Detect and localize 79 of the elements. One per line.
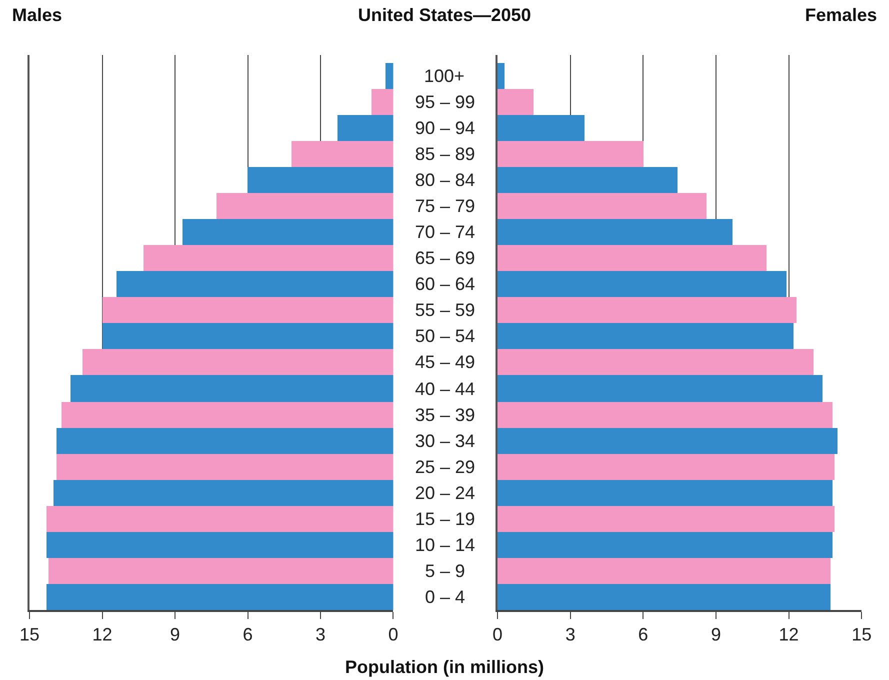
bar (498, 428, 838, 454)
bar (54, 480, 394, 506)
bar (46, 584, 394, 610)
bar (56, 428, 394, 454)
bar (216, 193, 394, 219)
y-tick-label: 80 – 84 (415, 170, 476, 190)
y-tick-label: 50 – 54 (415, 326, 476, 346)
y-tick-label: 35 – 39 (415, 405, 476, 425)
x-tick-label: 3 (315, 624, 326, 645)
bar (498, 219, 733, 245)
bar (338, 115, 394, 141)
bar (498, 193, 707, 219)
x-tick-label: 3 (565, 624, 576, 645)
y-tick-label: 20 – 24 (415, 483, 476, 503)
x-tick-label: 12 (778, 624, 799, 645)
bar (498, 558, 831, 584)
bar (498, 63, 505, 89)
y-tick-label: 15 – 19 (415, 509, 476, 529)
y-tick-label: 10 – 14 (415, 535, 476, 555)
bar (62, 402, 394, 428)
y-tick-label: 65 – 69 (415, 248, 476, 268)
x-tick-label: 12 (92, 624, 112, 645)
y-tick-label: 25 – 29 (415, 457, 476, 477)
bar (46, 506, 394, 532)
bar (372, 89, 394, 115)
x-tick-label: 9 (710, 624, 721, 645)
bar (498, 297, 797, 323)
y-tick-label: 0 – 4 (425, 587, 466, 607)
y-tick-label: 5 – 9 (425, 561, 466, 581)
x-tick-label: 0 (388, 624, 398, 645)
text: United States—2050 (358, 5, 532, 25)
bar (498, 271, 787, 297)
x-tick-label: 15 (20, 624, 40, 645)
x-tick-label: 6 (242, 624, 253, 645)
chart-title: Males (12, 5, 62, 25)
y-tick-label: 40 – 44 (415, 379, 476, 399)
bar (498, 115, 585, 141)
bar (498, 349, 814, 375)
y-tick-label: 55 – 59 (415, 300, 476, 320)
bar (386, 63, 394, 89)
bar (292, 141, 394, 167)
bar (70, 375, 394, 402)
bar (144, 245, 394, 271)
y-tick-label: 45 – 49 (415, 352, 476, 372)
bar (498, 402, 833, 428)
bar (46, 532, 394, 558)
y-tick-label: 30 – 34 (415, 431, 476, 451)
bar (498, 454, 835, 480)
bar (498, 584, 831, 610)
x-tick-label: 6 (638, 624, 648, 645)
y-tick-label: 70 – 74 (415, 222, 476, 242)
chart-title: Females (805, 5, 878, 25)
y-tick-label: 90 – 94 (415, 118, 476, 138)
bar (498, 89, 534, 115)
y-tick-label: 85 – 89 (415, 144, 476, 164)
bar (498, 245, 767, 271)
x-tick-label: 9 (170, 624, 180, 645)
bar (56, 454, 394, 480)
bar (248, 167, 394, 193)
bar (498, 480, 833, 506)
bar (182, 219, 394, 245)
bar (498, 323, 794, 349)
bar (82, 349, 394, 375)
bar (498, 375, 823, 402)
bar (498, 141, 644, 167)
y-tick-label: 95 – 99 (415, 92, 476, 112)
y-tick-label: 100+ (424, 66, 465, 86)
x-axis-title: Population (in millions) (345, 657, 544, 677)
bar (498, 506, 835, 532)
bar (498, 532, 833, 558)
y-tick-label: 60 – 64 (415, 274, 476, 294)
x-tick-label: 15 (852, 624, 872, 645)
y-tick-label: 75 – 79 (415, 196, 476, 216)
bar (498, 167, 678, 193)
x-tick-label: 0 (492, 624, 503, 645)
bar (102, 323, 394, 349)
bar (48, 558, 394, 584)
bar (116, 271, 394, 297)
bar (102, 297, 394, 323)
